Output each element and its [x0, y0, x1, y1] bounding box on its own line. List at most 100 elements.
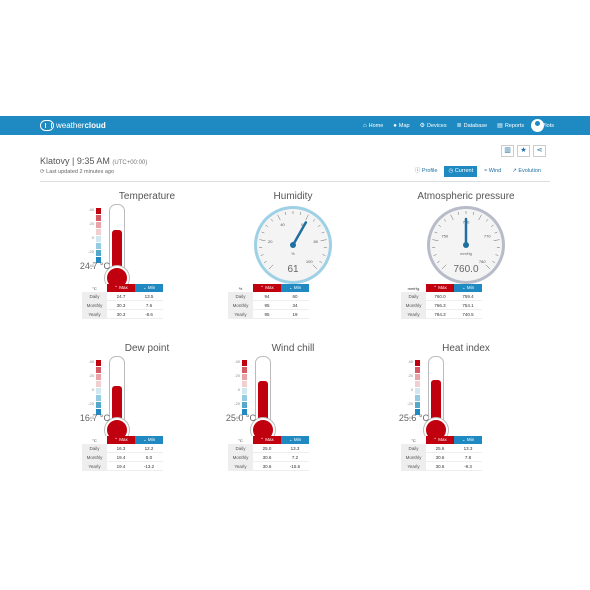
thermometer	[105, 356, 129, 442]
max-value: 19.4	[107, 461, 135, 471]
tab-evolution-label: Evolution	[518, 168, 541, 174]
last-updated-text: Last updated 2 minutes ago	[46, 169, 115, 175]
stats-row-label: Monthly	[228, 452, 253, 462]
nav-map[interactable]: ● Map	[393, 123, 409, 129]
scale-segment	[96, 236, 101, 242]
max-value: 25.6	[426, 444, 454, 453]
thermometer	[424, 356, 448, 442]
bar-chart-button[interactable]: ▥	[501, 145, 514, 157]
max-header: ⌃ Max	[107, 436, 135, 444]
min-value: 13.3	[454, 444, 482, 453]
stats-row-label: Daily	[228, 444, 253, 453]
thermometer-fill	[431, 380, 441, 424]
scale-segment	[96, 388, 101, 394]
tab-profile[interactable]: ⓘ Profile	[411, 166, 442, 177]
gauge-tick	[443, 218, 447, 222]
nav-reports[interactable]: ▤ Reports	[497, 122, 524, 130]
header-divider	[40, 181, 550, 182]
stats-unit: °C	[401, 436, 426, 444]
gauge-tick	[312, 264, 318, 270]
scale-label: -20	[407, 401, 413, 406]
gauge-tick	[432, 239, 439, 241]
weathercloud-logo[interactable]: weather cloud	[40, 119, 106, 132]
home-icon: ⌂	[363, 122, 367, 129]
max-value: 25.0	[253, 444, 281, 453]
tab-wind[interactable]: ≈ Wind	[480, 166, 505, 177]
scale-label: -20	[88, 249, 94, 254]
max-header: ⌃ Max	[253, 436, 281, 444]
stats-row-label: Yearly	[401, 461, 426, 471]
gauge-tick	[494, 231, 498, 234]
gauge-tick	[485, 218, 489, 222]
scale-segment	[242, 374, 247, 380]
stats-row-label: Daily	[228, 292, 253, 301]
min-value: 5.0	[135, 452, 163, 462]
stats-row-label: Monthly	[82, 300, 107, 310]
max-value: 16.3	[107, 444, 135, 453]
scale-segment	[96, 229, 101, 235]
gauge-tick	[263, 260, 267, 263]
database-icon: ≣	[456, 123, 462, 129]
stats-row: Daily 25.0 13.3	[228, 444, 309, 453]
max-header-label: Max	[119, 285, 128, 290]
scale-segment	[96, 367, 101, 373]
clock-icon: ◷	[448, 168, 454, 174]
panel-pressure: Atmospheric pressure 750760770780 mmHg 7…	[391, 191, 541, 331]
gauge-tick	[259, 239, 266, 241]
max-header-label: Max	[438, 285, 447, 290]
user-avatar[interactable]	[531, 119, 544, 132]
gauge-tick	[299, 211, 302, 215]
gauge-tick-label: 20	[268, 239, 273, 244]
gauge-needle	[291, 221, 308, 247]
tab-evolution[interactable]: ↗ Evolution	[508, 166, 545, 177]
stats-table: °C ⌃ Max ⌄ Min Daily 25.0 13.3 Monthly 3…	[228, 436, 309, 471]
scale-segment	[96, 215, 101, 221]
max-header-label: Max	[265, 437, 274, 442]
stats-row: Daily 24.7 13.5	[82, 292, 163, 301]
station-name: Klatovy | 9:35 AM	[40, 156, 110, 166]
stats-row-label: Yearly	[228, 309, 253, 319]
stats-row: Yearly 30.6 -15.6	[228, 461, 309, 471]
stats-row-label: Monthly	[82, 452, 107, 462]
scale-segment	[96, 360, 101, 366]
tab-current[interactable]: ◷ Current	[444, 166, 478, 177]
scale-segment	[242, 402, 247, 408]
current-reading: 16.7 °C	[79, 413, 110, 423]
max-value: 784.3	[426, 309, 454, 319]
nav-database[interactable]: ≣ Database	[456, 122, 488, 130]
gauge-tick	[312, 218, 316, 222]
stats-unit: °C	[82, 436, 107, 444]
stats-table: % ⌃ Max ⌄ Min Daily 94 60 Monthly 95 34 …	[228, 284, 309, 319]
gauge-tick	[436, 260, 440, 263]
station-title: Klatovy | 9:35 AM (UTC+00:00)	[40, 156, 147, 166]
thermometer-fill	[112, 386, 122, 424]
min-value: -13.2	[135, 461, 163, 471]
min-header-label: Min	[293, 437, 302, 442]
favorite-button[interactable]: ★	[517, 145, 530, 157]
stats-row: Monthly 766.3 754.1	[401, 300, 482, 310]
scale-label: 0	[91, 387, 94, 392]
nav-devices[interactable]: ⚙ Devices	[420, 122, 447, 130]
gauge-tick	[478, 214, 482, 221]
gauge-tick	[457, 211, 460, 215]
current-reading: 61	[287, 264, 299, 275]
wind-icon: ≈	[484, 168, 488, 174]
scale-label: 0	[237, 387, 240, 392]
stats-row-label: Daily	[82, 444, 107, 453]
top-navbar: weather cloud ⌂ Home ● Map ⚙ Devices ≣ Databa…	[0, 116, 590, 135]
scale-label: 20	[89, 221, 94, 226]
bar-chart-icon: ▥	[504, 147, 511, 154]
refresh-icon: ⟳	[40, 169, 45, 175]
min-header-label: Min	[466, 437, 475, 442]
min-header: ⌄ Min	[135, 284, 163, 292]
stats-unit: °C	[82, 284, 107, 292]
scale-segment	[242, 381, 247, 387]
nav-home[interactable]: ⌂ Home	[363, 123, 383, 129]
stats-table: °C ⌃ Max ⌄ Min Daily 16.3 12.2 Monthly 1…	[82, 436, 163, 471]
share-button[interactable]: ⋖	[533, 145, 546, 157]
main-nav: ⌂Home ●Map ⚙Devices ≣Database ▤Reports ▥…	[353, 116, 554, 135]
stats-row: Yearly 30.3 -8.6	[82, 309, 163, 319]
panel-title: Heat index	[442, 343, 490, 354]
stats-row: Daily 760.0 759.4	[401, 292, 482, 301]
map-icon: ●	[393, 122, 397, 129]
